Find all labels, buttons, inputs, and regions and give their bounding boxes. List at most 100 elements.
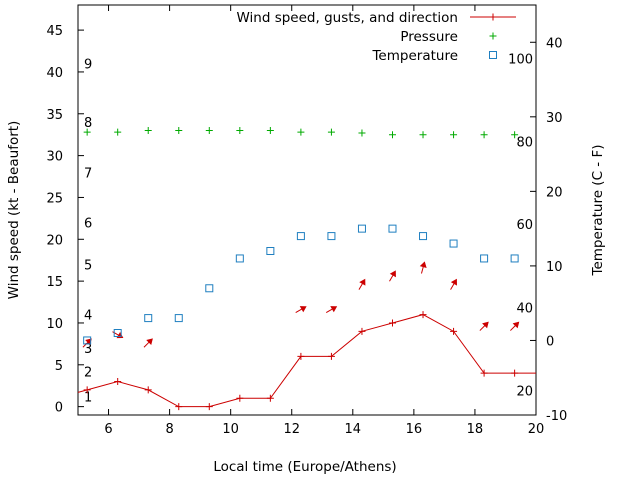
fahrenheit-label: 100 [508,53,533,68]
temperature-point [174,314,183,323]
wind-arrow-head [482,321,489,329]
wind-speed-line [77,314,536,408]
x-tick-label: 6 [104,422,112,437]
wind-point [297,352,305,360]
wind-point [175,403,183,411]
y-tick-label: 40 [46,66,63,81]
wind-point [236,394,244,402]
pressure-point [358,129,366,137]
y-tick-label: 20 [46,233,63,248]
temperature-point [449,239,458,248]
fahrenheit-label: 40 [516,302,533,317]
x-tick-label: 16 [406,422,423,437]
pressure-point [297,128,305,136]
temperature-point [510,254,519,263]
legend-entry: Temperature [371,48,497,64]
y-tick-label: 5 [55,359,63,374]
wind-point [480,369,488,377]
pressure-point [266,127,274,135]
wind-arrow-head [146,338,153,346]
wind-point [419,311,427,319]
wind-arrow-shaft [389,274,394,282]
axis-ticks [78,5,537,416]
legend-marker [489,13,497,21]
y-tick-label: 10 [46,317,63,332]
wind-arrow-shaft [479,325,486,331]
y-axis-label: Wind speed (kt - Beaufort) [6,121,22,300]
pressure-point [419,131,427,139]
legend-label: Wind speed, gusts, and direction [236,10,458,26]
x-tick-label: 14 [345,422,362,437]
wind-arrow-head [419,261,427,268]
pressure-point [450,131,458,139]
temperature-point [357,224,366,233]
temperature-point [419,232,428,241]
y2-tick-label: -10 [546,409,567,424]
wind-arrow-head [359,278,366,286]
legend-entry: Wind speed, gusts, and direction [236,10,516,26]
legend: Wind speed, gusts, and direction Pressure… [236,10,516,64]
legend-label: Pressure [400,29,458,45]
temperature-point [296,232,305,241]
y-tick-label: 30 [46,150,63,165]
beaufort-label: 2 [84,365,92,380]
beaufort-label: 4 [84,309,92,324]
legend-marker [489,51,497,59]
wind-point [327,352,335,360]
wind-arrow-shaft [510,325,516,331]
wind-arrow-shaft [112,331,119,336]
y2-tick-label: 20 [546,185,563,200]
axis-tick-labels: 6 8 10 12 14 16 18 20051015202530354045-1001020… [46,24,567,437]
pressure-point [327,128,335,136]
y2-tick-label: 40 [546,36,563,51]
beaufort-label: 6 [84,217,92,232]
wind-arrow-shaft [295,308,303,314]
wind-direction-arrow [450,278,457,290]
temperature-point [235,254,244,263]
wind-arrow-shaft [325,308,333,314]
temperature-point [205,284,214,293]
y2-tick-label: 30 [546,111,563,126]
beaufort-label: 9 [84,58,92,73]
y2-tick-label: 0 [546,334,554,349]
pressure-point [205,127,213,135]
pressure-point [114,128,122,136]
pressure-point [480,131,488,139]
x-tick-label: 10 [222,422,239,437]
pressure-point [236,127,244,135]
wind-direction-arrow [325,306,338,314]
temperature-point [388,224,397,233]
wind-arrow-shaft [450,283,455,290]
beaufort-label: 1 [84,391,92,406]
wind-point [266,394,274,402]
temperature-point [144,314,153,323]
beaufort-label: 7 [84,166,92,181]
wind-direction-arrow [510,321,520,331]
temperature-point [327,232,336,241]
beaufort-label: 5 [84,258,92,273]
wind-point [511,369,519,377]
legend-entry: Pressure [400,29,497,45]
x-axis-label: Local time (Europe/Athens) [213,459,396,475]
x-tick-label: 18 [467,422,484,437]
y2-axis-label: Temperature (C - F) [590,145,606,277]
wind-direction-arrow [419,261,427,274]
y-tick-label: 25 [46,191,63,206]
pressure-point [388,131,396,139]
temperature-point [266,247,275,255]
fahrenheit-label: 20 [516,384,533,399]
beaufort-label: 3 [84,342,92,357]
pressure-point [144,127,152,135]
wind-point [83,386,91,394]
wind-arrow-head [299,306,307,313]
fahrenheit-label: 60 [516,218,533,233]
wind-arrow-head [330,306,338,313]
wind-arrow-head [512,321,520,329]
pressure-point [83,128,91,136]
pressure-point [511,131,519,139]
beaufort-label: 8 [84,116,92,131]
temperature-point [83,336,92,345]
wind-arrow-shaft [143,341,150,348]
y2-tick-label: 10 [546,260,563,275]
y-tick-label: 45 [46,24,63,39]
